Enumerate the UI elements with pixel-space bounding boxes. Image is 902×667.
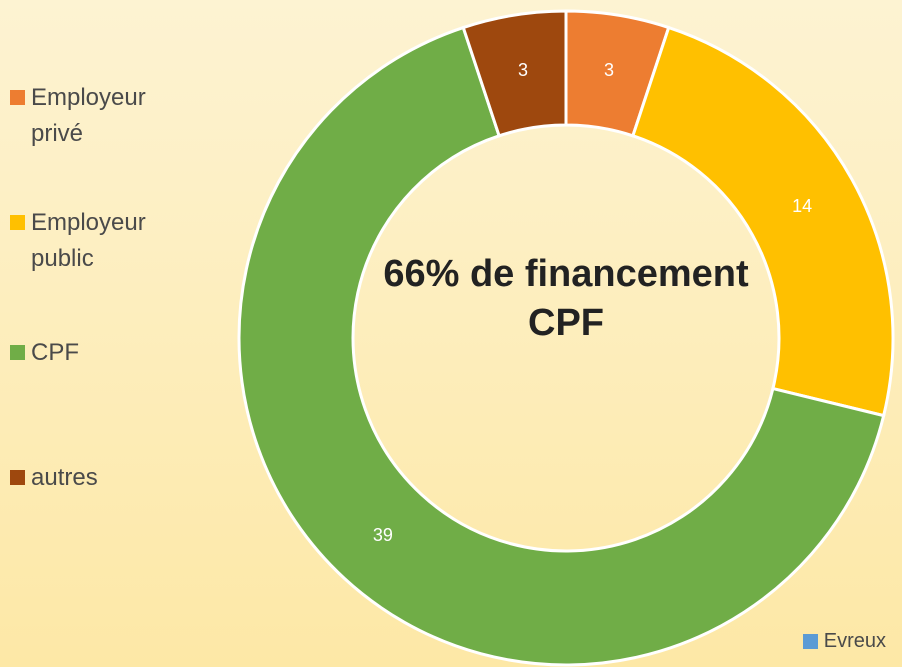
series-legend: Evreux — [802, 630, 886, 653]
legend-label: Evreux — [823, 630, 886, 652]
data-label: 39 — [373, 525, 393, 545]
legend-swatch — [10, 345, 25, 360]
legend-item: Employeur privé — [10, 80, 210, 152]
legend-swatch — [10, 90, 25, 105]
legend-label: Employeur public — [31, 209, 146, 272]
data-label: 3 — [604, 60, 614, 80]
slice — [237, 25, 886, 667]
legend-label: Employeur privé — [31, 84, 146, 147]
legend-label: autres — [31, 464, 98, 491]
legend-swatch — [10, 215, 25, 230]
legend-swatch — [10, 470, 25, 485]
legend-swatch — [802, 634, 818, 649]
data-label: 14 — [792, 196, 812, 216]
legend-item: Employeur public — [10, 205, 210, 277]
legend-item: CPF — [10, 335, 210, 371]
data-label: 3 — [518, 60, 528, 80]
legend-label: CPF — [31, 339, 79, 366]
slice — [631, 25, 895, 418]
slice — [461, 9, 568, 138]
legend-item: autres — [10, 460, 210, 496]
center-annotation: 66% de financement CPF — [383, 253, 749, 345]
